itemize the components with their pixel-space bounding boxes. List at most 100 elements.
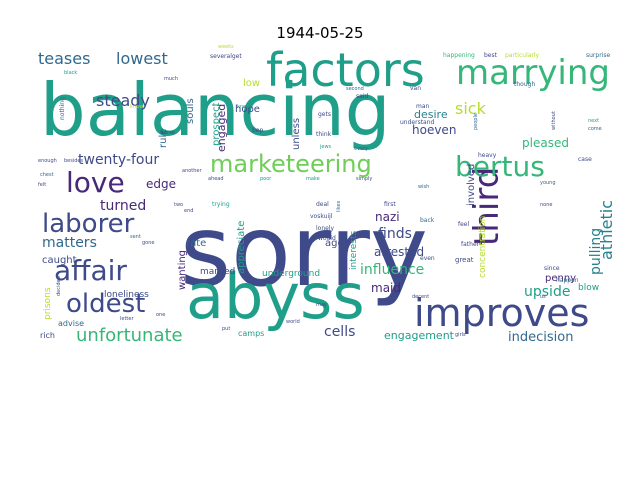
word-ago: ago [325, 238, 344, 249]
word-unfortunate: unfortunate [76, 325, 183, 346]
word-sick: sick [455, 99, 487, 118]
word-weeks: weeks [218, 44, 234, 50]
word-oldest: oldest [66, 289, 145, 319]
word-sorry: sorry [180, 195, 428, 309]
word-engagement: engagement [384, 329, 455, 342]
word-desire: desire [414, 108, 448, 121]
word-may: may [316, 302, 327, 308]
word-arrested: arrested [374, 245, 424, 259]
word-said: said [356, 93, 368, 100]
word-two: two [174, 202, 183, 208]
word-heavy: heavy [478, 152, 497, 159]
word-simply: simply [356, 176, 372, 182]
word-gone: gone [142, 240, 154, 246]
word-one: one [156, 312, 165, 318]
word-involved: involved [466, 164, 477, 206]
word-poor: poor [260, 176, 272, 182]
word-twenty-four: twenty-four [78, 152, 159, 168]
word-upside: upside [524, 284, 570, 300]
word-bep: bep [252, 127, 264, 134]
word-lowest: lowest [116, 49, 168, 68]
word-van: van [410, 85, 421, 92]
word-every: every [354, 146, 368, 152]
word-first: first [384, 201, 396, 208]
word-chest: chest [40, 172, 54, 178]
word-maid: maid [371, 281, 401, 295]
word-another: another [182, 168, 202, 174]
word-understand: understand [400, 119, 435, 126]
word-girls: girls [455, 332, 466, 338]
word-marrying: marrying [456, 53, 610, 93]
word-prisons: prisons [43, 287, 53, 320]
word-indecision: indecision [508, 330, 573, 345]
word-besides: besides [64, 158, 83, 164]
word-unless: unless [291, 118, 302, 150]
word-loneliness: loneliness [104, 290, 149, 300]
word-surprise: surprise [586, 52, 610, 59]
word-back: back [420, 217, 435, 224]
word-married: married [200, 267, 235, 277]
word-likes: likes [336, 200, 342, 212]
word-would: would [318, 235, 336, 242]
word-appreciate: appreciate [236, 221, 247, 274]
word-rule: rule [158, 129, 169, 148]
word-rate: rate [186, 238, 206, 249]
word-rich: rich [40, 331, 55, 340]
word-much: much [164, 76, 178, 82]
word-make: make [306, 176, 320, 182]
word-wanting: wanting [177, 250, 188, 290]
word-prospect: prospect [211, 102, 222, 146]
word-black: black [64, 70, 77, 76]
word-even: even [420, 255, 435, 262]
word-pulling: pulling [588, 228, 604, 275]
word-decided: decided [56, 276, 62, 296]
word-great: great [455, 256, 474, 264]
word-jews: jews [319, 144, 332, 150]
word-lonely: lonely [316, 225, 334, 232]
word-wish: wish [418, 184, 429, 190]
word-ahead: ahead [208, 176, 224, 182]
word-hoeven: hoeven [412, 123, 456, 137]
word-happening: happening [443, 52, 475, 59]
word-camps: camps [238, 329, 264, 338]
word-underground: underground [262, 269, 320, 279]
word-trying: trying [212, 201, 230, 208]
word-knows: knows [237, 104, 253, 110]
word-happen: happen [556, 277, 579, 284]
word-nazi: nazi [375, 210, 400, 224]
word-next: next [588, 118, 599, 124]
word-affair: affair [54, 254, 127, 287]
word-father: father [461, 241, 480, 248]
word-felt: felt [38, 182, 46, 188]
word-engaged: engaged [215, 104, 228, 152]
word-abyss: abyss [186, 260, 365, 333]
word-severalget: severalget [210, 53, 242, 60]
word-love: love [66, 166, 125, 199]
word-balancing: balancing [40, 68, 391, 152]
word-end: end [184, 208, 193, 214]
word-sent: sent [130, 234, 141, 240]
word-world: world [286, 319, 300, 325]
word-improves: improves [414, 291, 589, 335]
word-come: come [588, 126, 602, 132]
word-advise: advise [58, 319, 84, 328]
word-young: young [540, 180, 556, 186]
word-nothing: nothing [59, 97, 66, 120]
figure-title: 1944-05-25 [276, 24, 364, 42]
word-influence: influence [360, 262, 424, 278]
word-low: low [243, 78, 260, 89]
word-though: though [514, 81, 535, 88]
word-steady: steady [96, 91, 150, 110]
word-think: think [316, 131, 332, 138]
word-teases: teases [38, 49, 90, 68]
word-penny: penny [545, 273, 576, 284]
word-concentration: concentration [478, 216, 488, 278]
word-pleased: pleased [522, 136, 569, 150]
word-particularly: particularly [505, 52, 540, 59]
word-marketeering: marketeering [210, 150, 372, 178]
word-souls: souls [185, 98, 196, 124]
word-turned: turned [100, 198, 146, 214]
word-caught: caught [42, 255, 77, 266]
